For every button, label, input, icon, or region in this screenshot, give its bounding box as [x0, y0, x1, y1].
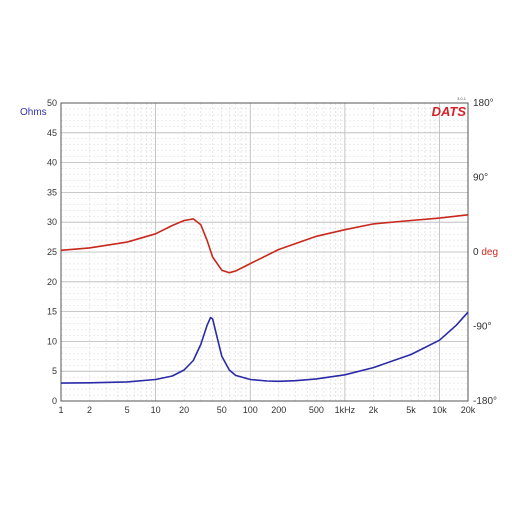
y-left-tick-label: 10 — [47, 336, 57, 346]
y-right-tick-label: 0 deg — [473, 247, 498, 258]
dats-logo: DATS — [432, 104, 467, 119]
x-tick-label: 20 — [179, 405, 189, 415]
y-right-tick-label: -90° — [473, 322, 491, 333]
y-left-tick-label: 0 — [52, 396, 57, 406]
x-tick-labels: 1 2 5 10 20 50 100 200 500 1kHz 2k 5k 10k 20k — [58, 405, 475, 415]
x-tick-label: 5k — [406, 405, 416, 415]
x-tick-label: 10k — [432, 405, 447, 415]
y-left-tick-label: 15 — [47, 307, 57, 317]
impedance-curve — [60, 311, 469, 384]
phase-curve — [60, 214, 469, 274]
x-tick-label: 200 — [271, 405, 286, 415]
y-left-tick-label: 40 — [47, 158, 57, 168]
y-right-tick-label: 180° — [473, 98, 494, 109]
y-left-tick-label: 50 — [47, 98, 57, 108]
x-tick-label: 100 — [243, 405, 258, 415]
y-left-tick-label: 35 — [47, 187, 57, 197]
y-left-tick-label: 5 — [52, 366, 57, 376]
x-tick-label: 500 — [309, 405, 324, 415]
y-left-tick-label: 45 — [47, 128, 57, 138]
series-layer — [60, 214, 469, 384]
x-tick-label: 1kHz — [335, 405, 356, 415]
x-tick-label: 10 — [151, 405, 161, 415]
y-left-tick-label: 25 — [47, 247, 57, 257]
x-tick-label: 2 — [87, 405, 92, 415]
x-tick-label: 1 — [58, 405, 63, 415]
x-tick-label: 50 — [217, 405, 227, 415]
x-tick-label: 5 — [125, 405, 130, 415]
y-left-axis-label: Ohms — [20, 107, 47, 118]
plot-frame — [60, 102, 469, 402]
y-left-tick-label: 20 — [47, 277, 57, 287]
logo-version: 3.0.1 — [457, 96, 467, 101]
y-left-tick-label: 30 — [47, 217, 57, 227]
x-tick-label: 2k — [369, 405, 379, 415]
y-right-tick-labels: 180° 90° 0 deg -90° -180° — [473, 98, 498, 407]
y-left-tick-labels: 0 5 10 15 20 25 30 35 40 45 50 — [47, 98, 57, 406]
x-tick-label: 20k — [461, 405, 476, 415]
y-right-tick-label: -180° — [473, 396, 497, 407]
y-right-tick-label: 90° — [473, 173, 488, 184]
